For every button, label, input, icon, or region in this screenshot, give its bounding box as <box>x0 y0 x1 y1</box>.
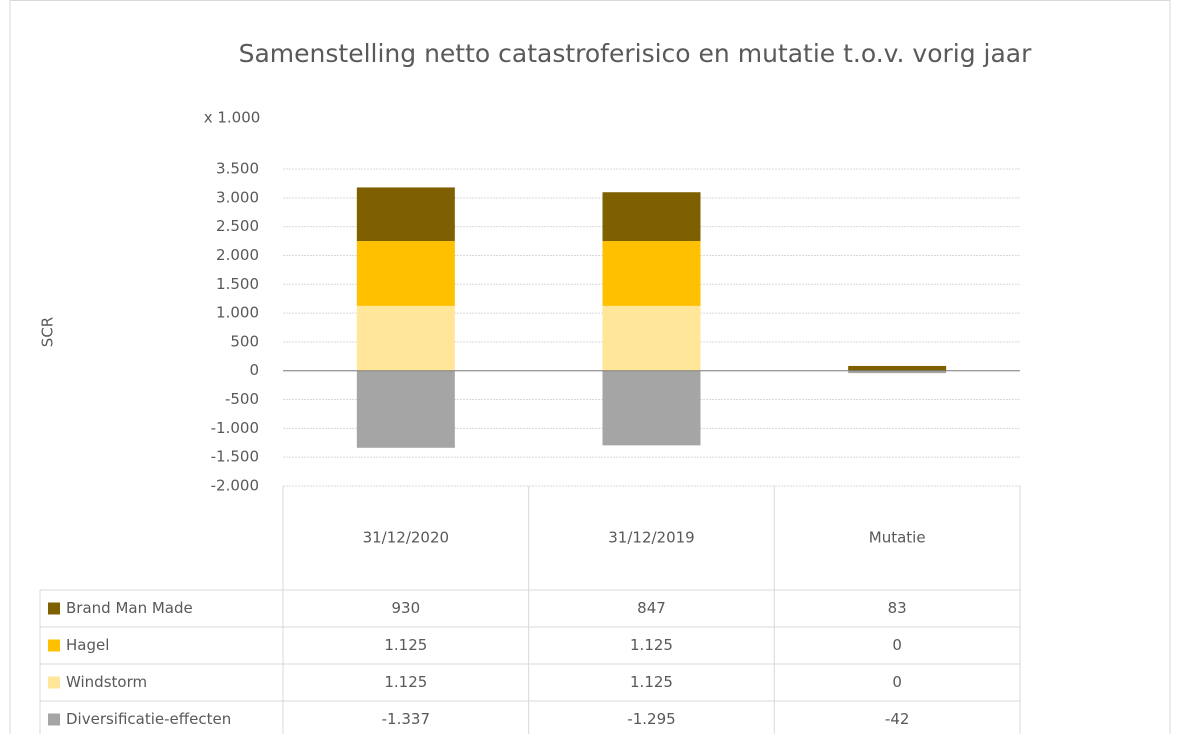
data-label: 847 <box>637 599 666 617</box>
legend-swatch <box>48 713 60 726</box>
bar-segment <box>602 192 701 242</box>
x-tick-label: 31/12/2019 <box>608 529 694 547</box>
bar-segment <box>602 305 701 371</box>
legend-label: Hagel <box>66 636 109 654</box>
y-tick-label: 1.500 <box>216 275 259 293</box>
data-label: 0 <box>892 636 902 654</box>
y-tick-label: 1.000 <box>216 304 259 322</box>
data-label: 930 <box>392 599 421 617</box>
y-tick-label: 2.500 <box>216 217 259 235</box>
data-label: -1.295 <box>627 710 675 728</box>
data-label: -42 <box>885 710 910 728</box>
bar-segment <box>848 365 947 371</box>
bar-segment <box>356 370 455 448</box>
y-tick-label: 0 <box>249 361 259 379</box>
y-tick-label: 500 <box>230 332 259 350</box>
data-label: 83 <box>888 599 907 617</box>
legend-label: Brand Man Made <box>66 599 193 617</box>
bar-segment <box>356 241 455 306</box>
data-label: -1.337 <box>382 710 430 728</box>
bar-segment <box>602 241 701 306</box>
bar-segment <box>602 370 701 446</box>
data-label: 1.125 <box>384 673 427 691</box>
data-label: 0 <box>892 673 902 691</box>
legend-swatch <box>48 676 60 689</box>
data-label: 1.125 <box>384 636 427 654</box>
y-tick-label: 2.000 <box>216 246 259 264</box>
data-label: 1.125 <box>630 636 673 654</box>
data-label: 1.125 <box>630 673 673 691</box>
legend-swatch <box>48 602 60 615</box>
y-tick-label: -500 <box>225 390 259 408</box>
legend-label: Diversificatie-effecten <box>66 710 231 728</box>
unit-label: x 1.000 <box>204 109 261 127</box>
bar-segment <box>848 370 947 374</box>
y-axis-label: SCR <box>39 317 57 347</box>
bar-segment <box>356 305 455 371</box>
y-tick-label: -2.000 <box>211 477 259 495</box>
y-tick-label: 3.500 <box>216 160 259 178</box>
chart-title: Samenstelling netto catastroferisico en … <box>239 39 1033 68</box>
y-tick-label: -1.000 <box>211 419 259 437</box>
x-tick-label: Mutatie <box>869 529 926 547</box>
x-tick-label: 31/12/2020 <box>363 529 449 547</box>
y-tick-label: 3.000 <box>216 188 259 206</box>
bar-segment <box>356 187 455 242</box>
legend-swatch <box>48 639 60 652</box>
y-tick-label: -1.500 <box>211 448 259 466</box>
legend-label: Windstorm <box>66 673 147 691</box>
chart-border <box>9 0 1171 734</box>
